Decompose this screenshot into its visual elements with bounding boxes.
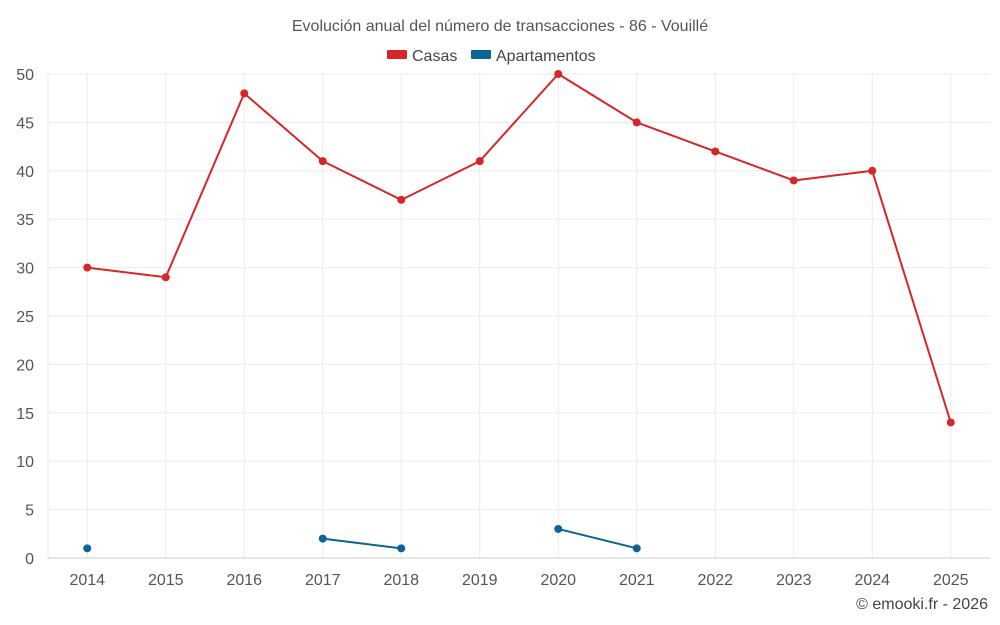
- data-point-casas[interactable]: [711, 147, 720, 156]
- y-tick-label: 15: [16, 406, 34, 423]
- data-point-apartamentos[interactable]: [83, 544, 92, 553]
- data-point-casas[interactable]: [475, 157, 484, 166]
- legend-swatch-casas: [387, 50, 407, 59]
- y-tick-label: 40: [16, 164, 34, 181]
- y-tick-label: 5: [25, 503, 34, 520]
- y-tick-label: 30: [16, 261, 34, 278]
- y-tick-label: 0: [25, 551, 34, 568]
- chart-title: Evolución anual del número de transaccio…: [292, 18, 708, 35]
- data-point-casas[interactable]: [789, 176, 798, 185]
- y-tick-label: 45: [16, 115, 34, 132]
- x-tick-label: 2014: [69, 572, 105, 589]
- series-layer: [83, 70, 955, 553]
- y-tick-label: 25: [16, 309, 34, 326]
- x-tick-label: 2018: [383, 572, 419, 589]
- data-point-casas[interactable]: [632, 118, 641, 127]
- x-tick-label: 2017: [305, 572, 341, 589]
- y-tick-label: 35: [16, 212, 34, 229]
- x-tick-label: 2024: [854, 572, 890, 589]
- x-axis-ticks: 2014 2015 2016 2017 2018 2019 2020 2021 2022 2023…: [69, 572, 968, 589]
- legend-label-casas: Casas: [412, 48, 457, 65]
- data-point-apartamentos[interactable]: [632, 544, 641, 553]
- legend-label-apartamentos: Apartamentos: [496, 48, 596, 65]
- data-point-apartamentos[interactable]: [318, 534, 327, 543]
- legend-item-apartamentos[interactable]: Apartamentos: [471, 48, 596, 65]
- y-tick-label: 20: [16, 357, 34, 374]
- data-point-casas[interactable]: [397, 195, 406, 204]
- x-tick-label: 2020: [540, 572, 576, 589]
- series-casas: [83, 70, 955, 427]
- x-tick-label: 2016: [226, 572, 262, 589]
- series-line-apartamentos: [558, 527, 637, 550]
- data-point-casas[interactable]: [240, 89, 249, 98]
- credit-text: © emooki.fr - 2026: [856, 596, 988, 613]
- legend: Casas Apartamentos: [387, 48, 596, 65]
- series-line-apartamentos: [322, 537, 402, 550]
- x-tick-label: 2019: [462, 572, 498, 589]
- data-point-casas[interactable]: [318, 157, 327, 166]
- y-axis-ticks: 0 5 10 15 20 25 30 35 40 45 50: [16, 67, 34, 568]
- legend-item-casas[interactable]: Casas: [387, 48, 457, 65]
- x-tick-label: 2015: [148, 572, 184, 589]
- x-tick-label: 2021: [619, 572, 655, 589]
- data-point-casas[interactable]: [161, 273, 170, 282]
- data-point-casas[interactable]: [83, 263, 92, 272]
- y-tick-label: 50: [16, 67, 34, 84]
- data-point-apartamentos[interactable]: [554, 524, 563, 533]
- x-tick-label: 2022: [697, 572, 733, 589]
- data-point-casas[interactable]: [946, 418, 955, 427]
- data-point-apartamentos[interactable]: [397, 544, 406, 553]
- series-apartamentos: [83, 524, 641, 553]
- data-point-casas[interactable]: [554, 70, 563, 78]
- grid: [47, 73, 990, 559]
- y-tick-label: 10: [16, 454, 34, 471]
- x-tick-label: 2023: [776, 572, 812, 589]
- series-line-casas: [87, 73, 952, 423]
- legend-swatch-apartamentos: [471, 50, 491, 59]
- data-point-casas[interactable]: [868, 166, 877, 175]
- x-tick-label: 2025: [933, 572, 969, 589]
